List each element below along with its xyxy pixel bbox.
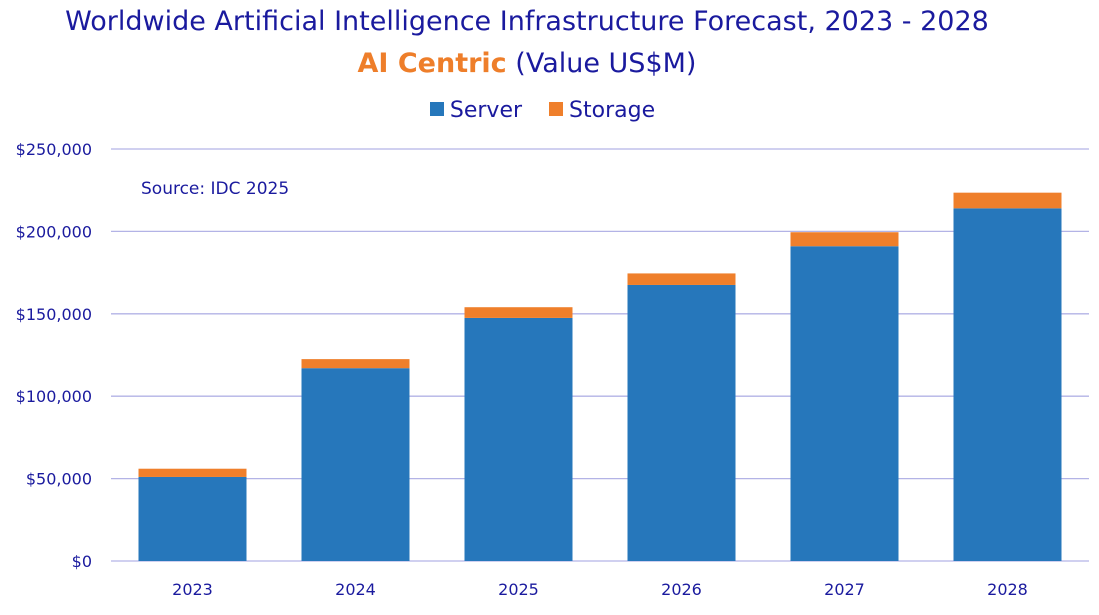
x-tick-label: 2026: [661, 580, 702, 599]
bar-server-2027: [790, 246, 899, 561]
x-tick-label: 2023: [172, 580, 213, 599]
bar-server-2026: [627, 284, 736, 561]
chart-subtitle: AI Centric (Value US$M): [0, 48, 1054, 79]
bar-server-2028: [953, 208, 1062, 561]
legend-swatch-storage: [549, 101, 564, 116]
bar-server-2025: [464, 317, 573, 561]
legend-swatch-server: [429, 101, 444, 116]
x-tick-label: 2024: [335, 580, 376, 599]
y-tick-label: $200,000: [16, 222, 92, 241]
source-note: Source: IDC 2025: [141, 179, 289, 199]
x-tick-label: 2027: [824, 580, 865, 599]
bar-server-2024: [301, 368, 410, 561]
legend-item-server: Server: [429, 97, 523, 123]
y-tick-label: $0: [72, 552, 92, 571]
legend: Server Storage: [0, 97, 1085, 123]
legend-item-storage: Storage: [549, 98, 655, 123]
chart-title: Worldwide Artificial Intelligence Infras…: [65, 6, 989, 37]
x-axis-labels: 2023 2024 2025 2026 2027 2028: [172, 580, 1028, 599]
legend-label-storage: Storage: [569, 97, 656, 123]
y-tick-label: $100,000: [16, 387, 92, 406]
bar-storage-2023: [138, 468, 247, 477]
bars: [138, 192, 1062, 561]
y-tick-label: $50,000: [26, 470, 92, 489]
y-tick-label: $150,000: [16, 305, 92, 324]
legend-label-server: Server: [449, 97, 523, 123]
bar-server-2023: [138, 476, 247, 561]
y-tick-label: $250,000: [16, 140, 92, 159]
gridlines: [111, 148, 1089, 562]
y-axis-labels: $0 $50,000 $100,000 $150,000 $200,000 $250,00…: [16, 140, 92, 571]
x-tick-label: 2025: [498, 580, 539, 599]
bar-storage-2025: [464, 307, 573, 318]
bar-storage-2027: [790, 232, 899, 247]
subtitle-accent: AI Centric: [357, 48, 507, 79]
bar-storage-2024: [301, 359, 410, 369]
bar-storage-2028: [953, 192, 1062, 209]
x-tick-label: 2028: [987, 580, 1028, 599]
subtitle-suffix: (Value US$M): [506, 48, 697, 79]
bar-storage-2026: [627, 273, 736, 285]
